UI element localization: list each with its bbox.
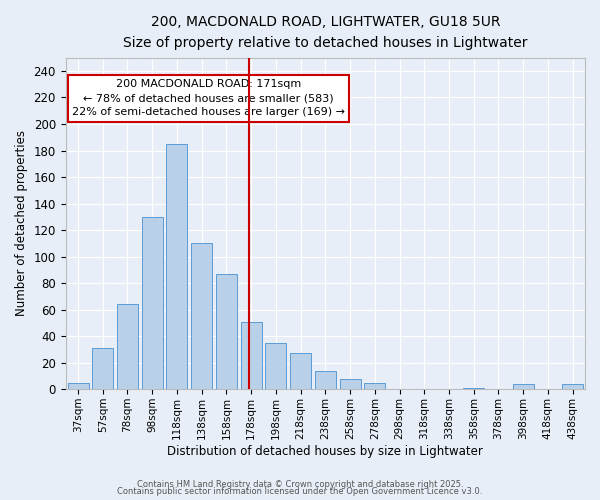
Bar [463,388,484,389]
Text: 200 MACDONALD ROAD: 171sqm
← 78% of detached houses are smaller (583)
22% of sem: 200 MACDONALD ROAD: 171sqm ← 78% of deta… [72,80,345,118]
Bar [241,322,262,389]
Bar [117,304,138,389]
Bar [290,354,311,389]
Text: Contains public sector information licensed under the Open Government Licence v3: Contains public sector information licen… [118,488,482,496]
Bar [265,343,286,389]
Text: Contains HM Land Registry data © Crown copyright and database right 2025.: Contains HM Land Registry data © Crown c… [137,480,463,489]
Bar [562,384,583,389]
Bar [166,144,187,389]
Bar [68,382,89,389]
Bar [191,244,212,389]
Bar [315,370,336,389]
Bar [364,382,385,389]
Bar [142,217,163,389]
Title: 200, MACDONALD ROAD, LIGHTWATER, GU18 5UR
Size of property relative to detached : 200, MACDONALD ROAD, LIGHTWATER, GU18 5U… [123,15,527,50]
Bar [92,348,113,389]
Y-axis label: Number of detached properties: Number of detached properties [15,130,28,316]
X-axis label: Distribution of detached houses by size in Lightwater: Distribution of detached houses by size … [167,444,483,458]
Bar [340,378,361,389]
Bar [216,274,237,389]
Bar [512,384,533,389]
